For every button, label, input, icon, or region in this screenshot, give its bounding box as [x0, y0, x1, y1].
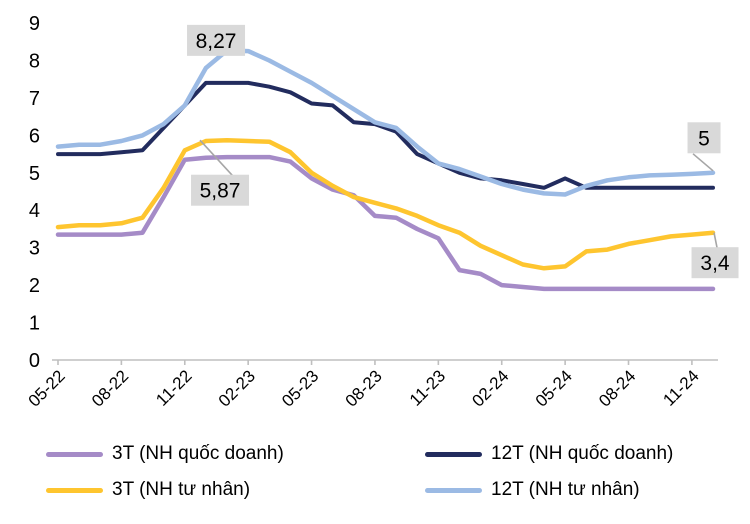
x-axis-label: 05-22 [25, 366, 69, 410]
annotation-value: 5 [698, 127, 710, 150]
y-axis-label: 1 [29, 313, 40, 335]
annotation-leader-line [713, 232, 718, 248]
annotation-leader-line [692, 153, 714, 172]
x-axis-label: 02-23 [215, 366, 259, 410]
series-line-1 [56, 80, 715, 190]
series-line-0 [55, 154, 716, 292]
annotation-value: 3,4 [700, 252, 730, 275]
annotation-box [691, 247, 739, 279]
y-axis-label: 4 [29, 200, 40, 222]
y-axis-label: 2 [29, 275, 40, 297]
deposit-rate-line-chart: 0 1 2 3 4 5 6 7 8 9 05-22 08-22 11-22 02-23 05-23 08-23… [25, 13, 739, 411]
x-axis-label: 05-23 [278, 366, 322, 410]
chart-area: 0 1 2 3 4 5 6 7 8 9 05-22 08-22 11-22 02-23 05-23 08-23… [25, 13, 739, 411]
legend-swatch-12t-quoc-doanh [425, 451, 482, 457]
x-axis-label: 08-24 [595, 366, 639, 410]
legend-label-3t-quoc-doanh: 3T (NH quốc doanh) [112, 443, 284, 464]
x-axis-label: 08-22 [88, 366, 132, 410]
y-axis-label: 6 [29, 125, 40, 147]
y-axis-label: 3 [29, 238, 40, 260]
annotation-value: 8,27 [196, 30, 237, 53]
y-axis-label: 8 [29, 50, 40, 72]
x-axis-label: 05-24 [532, 366, 576, 410]
legend-label-12t-tu-nhan: 12T (NH tư nhân) [491, 478, 640, 500]
annotation-box [187, 24, 246, 56]
x-axis-label: 02-24 [468, 366, 512, 410]
x-axis-label: 11-23 [406, 366, 449, 409]
annotation-box [687, 122, 721, 154]
legend-label-12t-quoc-doanh: 12T (NH quốc doanh) [491, 443, 674, 464]
x-axis-label: 08-23 [342, 366, 386, 410]
legend-label-3t-tu-nhan: 3T (NH tư nhân) [112, 478, 251, 500]
y-axis-label: 0 [29, 350, 40, 372]
y-axis-label: 9 [29, 13, 40, 35]
x-axis-label: 11-24 [659, 366, 702, 409]
y-axis-label: 5 [29, 163, 40, 185]
legend-item-3t-quoc-doanh: 3T (NH quốc doanh) [46, 443, 425, 465]
legend-swatch-3t-tu-nhan [46, 487, 103, 493]
y-axis-label: 7 [29, 88, 40, 110]
series-line-2 [55, 137, 716, 271]
legend-item-12t-tu-nhan: 12T (NH tư nhân) [425, 478, 750, 501]
annotation-value: 5,87 [200, 180, 241, 203]
legend-swatch-3t-quoc-doanh [46, 451, 103, 457]
x-axis-label: 11-22 [152, 366, 195, 409]
chart-legend: 3T (NH quốc doanh) 12T (NH quốc doanh) 3… [0, 434, 750, 501]
annotation-leader-line [199, 139, 234, 177]
annotation-box [191, 174, 250, 206]
legend-item-3t-tu-nhan: 3T (NH tư nhân) [46, 478, 425, 501]
legend-item-12t-quoc-doanh: 12T (NH quốc doanh) [425, 443, 750, 465]
series-line-3 [55, 48, 716, 197]
legend-swatch-12t-tu-nhan [425, 487, 482, 493]
